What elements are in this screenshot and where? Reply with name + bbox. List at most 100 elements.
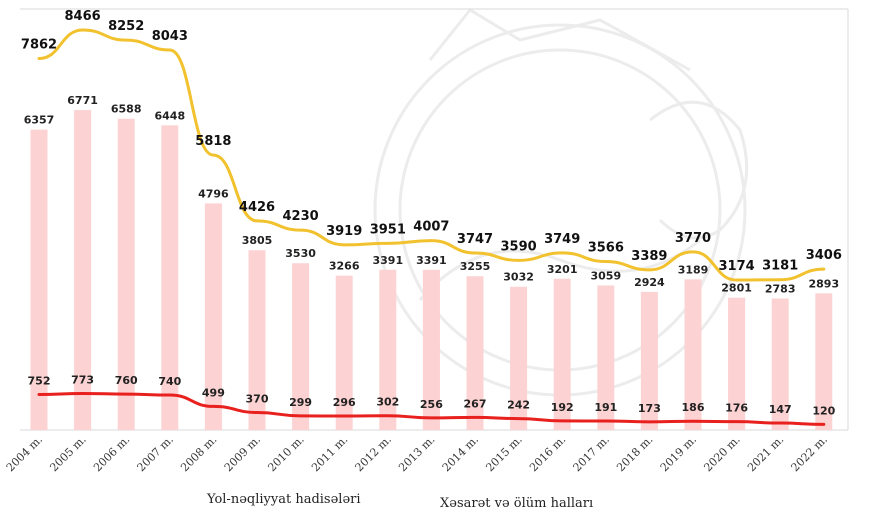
bar-1-2: [117, 118, 135, 431]
data-label-2-1: 773: [71, 373, 94, 386]
data-label-2-3: 740: [158, 375, 181, 388]
x-tick-label-12: 2016 m.: [527, 433, 568, 474]
bar-1-9: [422, 269, 440, 430]
x-tick-label-18: 2022 m.: [789, 433, 830, 474]
x-tick-label-7: 2011 m.: [309, 433, 350, 474]
bar-1-3: [161, 125, 179, 430]
data-label-1-1: 6771: [67, 94, 98, 107]
data-label-1-8: 3391: [372, 254, 403, 267]
bar-1-5: [248, 250, 266, 430]
data-label-1-3: 6448: [154, 109, 185, 122]
bar-1-0: [30, 129, 48, 431]
x-tick-label-17: 2021 m.: [745, 433, 786, 474]
data-label-2-12: 192: [551, 401, 574, 414]
data-label-0-1: 8466: [65, 9, 101, 24]
bar-1-8: [379, 269, 397, 430]
bar-1-11: [510, 286, 528, 430]
data-label-1-6: 3530: [285, 247, 316, 260]
data-label-0-17: 3181: [762, 259, 798, 274]
x-tick-label-6: 2010 m.: [265, 433, 306, 474]
data-label-1-5: 3805: [242, 234, 273, 247]
series-line-0: [37, 28, 826, 282]
data-label-0-0: 7862: [21, 38, 57, 53]
data-label-0-4: 5818: [195, 134, 231, 149]
data-label-2-8: 302: [376, 396, 399, 409]
data-label-0-3: 8043: [152, 29, 188, 44]
x-tick-label-16: 2020 m.: [701, 433, 742, 474]
data-label-1-11: 3032: [503, 271, 534, 284]
data-label-0-6: 4230: [283, 209, 319, 224]
data-label-0-11: 3590: [501, 239, 537, 254]
x-tick-label-11: 2015 m.: [483, 433, 524, 474]
data-label-1-15: 3189: [678, 263, 709, 276]
bar-1-16: [728, 297, 746, 430]
bar-1-10: [466, 276, 484, 430]
bar-1-18: [815, 293, 833, 430]
data-label-2-11: 242: [507, 399, 530, 412]
x-tick-label-14: 2018 m.: [614, 433, 655, 474]
bar-1-1: [74, 110, 92, 430]
data-label-0-16: 3174: [719, 259, 755, 274]
data-label-2-17: 147: [769, 403, 792, 416]
data-label-0-15: 3770: [675, 231, 711, 246]
data-label-2-0: 752: [28, 374, 51, 387]
x-tick-label-0: 2004 m.: [4, 433, 45, 474]
data-label-1-16: 2801: [721, 282, 752, 295]
x-tick-label-15: 2019 m.: [658, 433, 699, 474]
data-label-0-5: 4426: [239, 200, 275, 215]
data-label-0-18: 3406: [806, 248, 842, 263]
x-tick-label-8: 2012 m.: [353, 433, 394, 474]
data-label-0-10: 3747: [457, 232, 493, 247]
x-tick-label-13: 2017 m.: [571, 433, 612, 474]
data-label-1-17: 2783: [765, 283, 796, 296]
data-label-1-10: 3255: [460, 260, 491, 273]
bar-1-7: [335, 275, 353, 430]
data-label-2-10: 267: [464, 397, 487, 410]
x-tick-label-9: 2013 m.: [396, 433, 437, 474]
data-label-1-9: 3391: [416, 254, 447, 267]
data-label-1-2: 6588: [111, 103, 142, 116]
legend-label-injuries-deaths: Xəsarət və ölüm halları: [440, 496, 594, 511]
legend-label-accidents: Yol-nəqliyyat hadisələri: [207, 492, 361, 507]
x-tick-label-2: 2006 m.: [91, 433, 132, 474]
data-label-2-2: 760: [115, 374, 138, 387]
series-line-2: [37, 391, 826, 426]
bar-1-14: [640, 291, 658, 430]
data-label-2-14: 173: [638, 402, 661, 415]
data-label-1-12: 3201: [547, 263, 578, 276]
data-label-2-16: 176: [725, 402, 748, 415]
data-label-1-0: 6357: [24, 114, 55, 127]
data-label-1-14: 2924: [634, 276, 665, 289]
data-label-0-8: 3951: [370, 222, 406, 237]
bar-1-13: [597, 285, 615, 430]
data-label-2-6: 299: [289, 396, 312, 409]
data-label-0-14: 3389: [631, 249, 667, 264]
data-label-0-2: 8252: [108, 19, 144, 34]
data-label-2-15: 186: [682, 401, 705, 414]
x-tick-label-5: 2009 m.: [222, 433, 263, 474]
x-tick-label-4: 2008 m.: [178, 433, 219, 474]
data-label-2-5: 370: [246, 393, 269, 406]
data-label-1-7: 3266: [329, 260, 360, 273]
bar-1-4: [204, 203, 222, 430]
data-label-2-7: 296: [333, 396, 356, 409]
data-label-2-18: 120: [812, 404, 835, 417]
data-label-1-18: 2893: [808, 277, 839, 290]
x-tick-label-1: 2005 m.: [47, 433, 88, 474]
data-label-2-13: 191: [594, 401, 617, 414]
data-label-0-13: 3566: [588, 241, 624, 256]
bar-1-6: [292, 263, 310, 430]
data-label-2-9: 256: [420, 398, 443, 411]
bar-1-12: [553, 278, 571, 430]
x-tick-label-3: 2007 m.: [135, 433, 176, 474]
data-label-0-12: 3749: [544, 232, 580, 247]
bar-1-15: [684, 279, 702, 430]
data-label-0-7: 3919: [326, 224, 362, 239]
data-label-1-13: 3059: [590, 269, 621, 282]
bar-1-17: [771, 298, 789, 430]
data-label-1-4: 4796: [198, 187, 229, 200]
x-tick-label-10: 2014 m.: [440, 433, 481, 474]
data-label-2-4: 499: [202, 386, 225, 399]
